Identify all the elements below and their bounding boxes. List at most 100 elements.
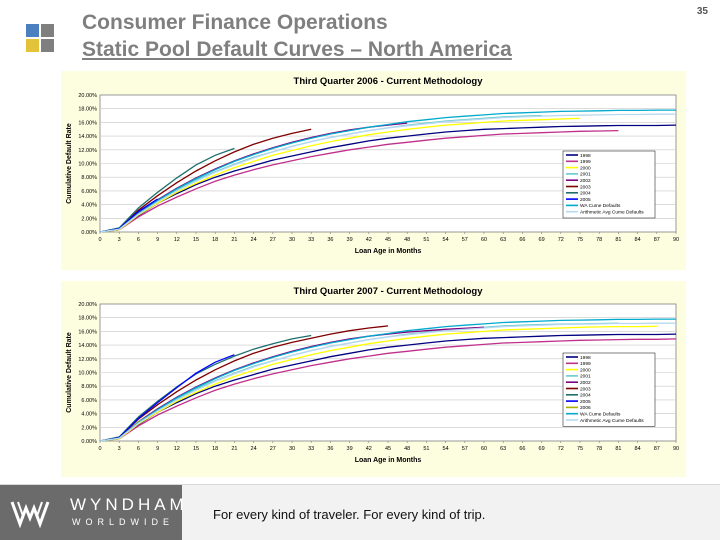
x-axis-label: Loan Age in Months — [355, 248, 422, 255]
x-tick-label: 42 — [366, 237, 372, 243]
x-tick-label: 57 — [462, 237, 468, 243]
x-tick-label: 84 — [635, 446, 641, 452]
series-line-2004 — [99, 334, 312, 442]
x-tick-label: 15 — [193, 446, 199, 452]
legend-entry: 1999 — [580, 361, 591, 367]
y-tick-label: 20.00% — [78, 302, 97, 308]
series-line-wa-cume-defaults — [99, 109, 676, 233]
x-tick-label: 6 — [137, 237, 140, 243]
x-tick-label: 24 — [251, 237, 257, 243]
x-tick-label: 90 — [673, 446, 679, 452]
y-tick-label: 12.00% — [78, 148, 97, 154]
logo-square-gray-2 — [41, 39, 54, 52]
x-tick-label: 54 — [443, 237, 449, 243]
x-tick-label: 36 — [327, 237, 333, 243]
logo-square-blue — [26, 24, 39, 37]
series-line-2005 — [99, 354, 235, 442]
x-tick-label: 81 — [615, 446, 621, 452]
x-tick-label: 30 — [289, 237, 295, 243]
series-line-arithmetic-avg-cume-defaults — [99, 322, 676, 442]
series-line-1998 — [99, 333, 677, 442]
legend-entry: 2001 — [580, 172, 591, 178]
x-tick-label: 21 — [231, 446, 237, 452]
legend-box — [562, 352, 656, 427]
x-tick-label: 39 — [347, 237, 353, 243]
chart-panel-q3-2007: Third Quarter 2007 - Current Methodology… — [61, 281, 686, 477]
legend-entry: 2003 — [580, 386, 591, 392]
x-tick-label: 63 — [500, 237, 506, 243]
legend-entry: Arithmetic Avg Cume Defaults — [580, 210, 644, 216]
legend-entry: 2005 — [580, 399, 591, 405]
y-tick-label: 10.00% — [78, 371, 97, 377]
x-tick-label: 30 — [289, 446, 295, 452]
x-tick-label: 33 — [308, 446, 314, 452]
y-axis-label: Cumulative Default Rate — [66, 332, 73, 413]
legend-entry: WA Cume Defaults — [580, 412, 621, 418]
logo-square-gray — [41, 24, 54, 37]
y-tick-label: 14.00% — [78, 343, 97, 349]
x-tick-label: 72 — [558, 237, 564, 243]
y-tick-label: 10.00% — [78, 162, 97, 168]
footer-tagline: For every kind of traveler. For every ki… — [213, 507, 486, 522]
x-tick-label: 45 — [385, 446, 391, 452]
y-tick-label: 6.00% — [81, 398, 97, 404]
x-tick-label: 3 — [118, 446, 121, 452]
series-line-wa-cume-defaults — [99, 318, 676, 442]
x-tick-label: 27 — [270, 446, 276, 452]
legend-entry: 2002 — [580, 178, 591, 184]
x-tick-label: 45 — [385, 237, 391, 243]
x-tick-label: 63 — [500, 446, 506, 452]
x-tick-label: 36 — [327, 446, 333, 452]
x-axis-label: Loan Age in Months — [355, 457, 422, 464]
x-tick-label: 69 — [539, 446, 545, 452]
wyndham-w-mark-icon — [10, 501, 50, 529]
x-tick-label: 9 — [156, 237, 159, 243]
x-tick-label: 12 — [174, 446, 180, 452]
x-tick-label: 84 — [635, 237, 641, 243]
title-line-1: Consumer Finance Operations — [82, 11, 388, 34]
y-tick-label: 16.00% — [78, 329, 97, 335]
legend-entry: Arithmetic Avg Cume Defaults — [580, 418, 644, 424]
y-tick-label: 8.00% — [81, 384, 97, 390]
y-tick-label: 4.00% — [81, 203, 97, 209]
y-tick-label: 2.00% — [81, 216, 97, 222]
x-tick-label: 51 — [423, 237, 429, 243]
x-tick-label: 54 — [443, 446, 449, 452]
x-tick-label: 78 — [596, 237, 602, 243]
x-tick-label: 12 — [174, 237, 180, 243]
x-tick-label: 18 — [212, 237, 218, 243]
series-line-2000 — [99, 117, 581, 233]
x-tick-label: 87 — [654, 446, 660, 452]
series-line-1999 — [99, 338, 677, 442]
series-line-2000 — [99, 325, 657, 442]
x-tick-label: 0 — [98, 446, 101, 452]
x-tick-label: 75 — [577, 237, 583, 243]
chart-q3-2006: Third Quarter 2006 - Current Methodology… — [66, 76, 679, 255]
series-line-arithmetic-avg-cume-defaults — [99, 113, 676, 233]
series-line-2004 — [99, 147, 235, 233]
legend-entry: 1998 — [580, 153, 591, 159]
logo-square-yellow — [26, 39, 39, 52]
slide-logo-squares — [26, 24, 54, 52]
chart-title: Third Quarter 2006 - Current Methodology — [294, 76, 484, 87]
x-tick-label: 51 — [423, 446, 429, 452]
x-tick-label: 60 — [481, 237, 487, 243]
x-tick-label: 6 — [137, 446, 140, 452]
legend-entry: 2004 — [580, 191, 591, 197]
x-tick-label: 0 — [98, 237, 101, 243]
legend-entry: 2000 — [580, 367, 591, 373]
y-tick-label: 0.00% — [81, 439, 97, 445]
chart-panel-q3-2006: Third Quarter 2006 - Current Methodology… — [61, 71, 686, 270]
x-tick-label: 33 — [308, 237, 314, 243]
y-tick-label: 18.00% — [78, 107, 97, 113]
x-tick-label: 18 — [212, 446, 218, 452]
x-tick-label: 3 — [118, 237, 121, 243]
slide-title: Consumer Finance Operations Static Pool … — [82, 9, 512, 63]
x-tick-label: 66 — [519, 446, 525, 452]
page-number: 35 — [696, 6, 708, 17]
chart-title: Third Quarter 2007 - Current Methodology — [294, 286, 484, 297]
y-tick-label: 4.00% — [81, 412, 97, 418]
x-tick-label: 15 — [193, 237, 199, 243]
x-tick-label: 69 — [539, 237, 545, 243]
legend-entry: 2004 — [580, 393, 591, 399]
